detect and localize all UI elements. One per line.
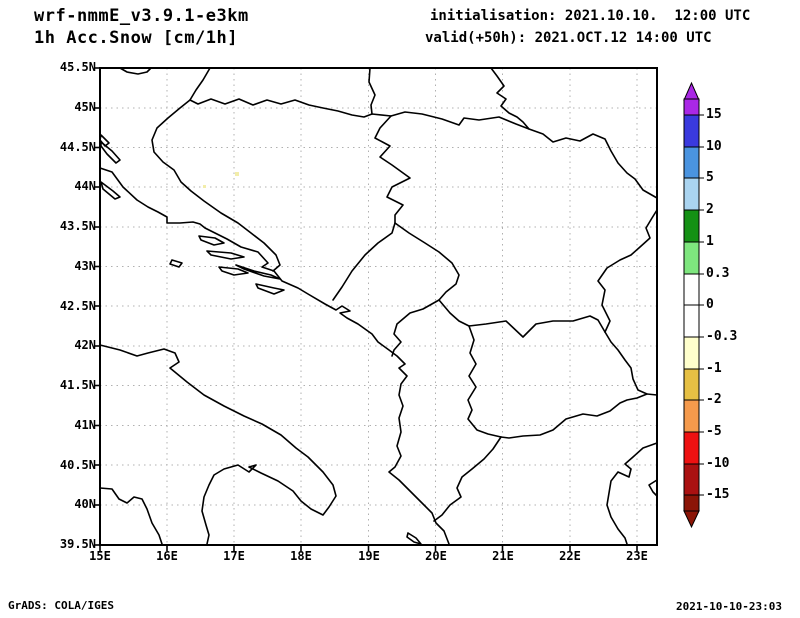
axis-ticks [94,67,638,551]
lon-tick-label: 16E [156,549,178,563]
lon-tick-label: 15E [89,549,111,563]
lat-tick-label: 41N [74,418,96,432]
island-korcula [218,266,249,276]
colorbar [683,81,704,529]
coastline-italy-adriatic [99,344,337,545]
island-mljet [255,283,285,295]
border-sava-danube [189,98,658,199]
coastline-aegean [606,442,658,545]
border-slovenia-dip [119,67,152,75]
map-outlines [99,67,658,545]
colorbar-tick-label: -10 [706,456,730,471]
border-macedonia-greece [500,393,648,439]
border-albania-east [467,325,502,438]
border-montenegro-albania [391,299,440,357]
colorbar-tick-label: 0.3 [706,266,730,281]
lat-tick-label: 39.5N [59,537,96,551]
colorbar-arrow-bottom [683,510,700,529]
colorbar-tick-label: 0 [706,297,714,312]
border-serbia-macedonia [438,299,606,338]
colorbar-arrow-top [683,81,700,101]
border-croatia-serbia [368,67,376,115]
lon-tick-label: 20E [425,549,447,563]
lon-tick-label: 17E [223,549,245,563]
lon-tick-label: 22E [559,549,581,563]
lat-tick-label: 45.5N [59,60,96,74]
lat-tick-label: 40.5N [59,458,96,472]
snow-specks [203,172,239,188]
lon-tick-label: 18E [290,549,312,563]
colorbar-ticks [699,114,704,496]
grads-credit: GrADS: COLA/IGES [8,599,114,612]
peninsula-peljesac [235,264,281,280]
lat-tick-label: 40N [74,497,96,511]
lon-tick-label: 23E [626,549,648,563]
colorbar-tick-label: 2 [706,202,714,217]
border-serbia-romania [490,67,530,130]
lon-tick-label: 21E [492,549,514,563]
creation-timestamp: 2021-10-10-23:03 [676,600,782,613]
lat-tick-label: 44.5N [59,140,96,154]
lat-tick-label: 44N [74,179,96,193]
colorbar-tick-label: 15 [706,107,722,122]
island-vis [169,259,183,268]
island-corfu [406,532,422,545]
colorbar-tick-label: 5 [706,170,714,185]
border-serbia-bulgaria [597,209,658,333]
map-frame [94,67,658,551]
lat-tick-label: 43N [74,259,96,273]
colorbar-tick-label: -5 [706,424,722,439]
colorbar-tick-label: -15 [706,487,730,502]
island-dugi-otok [100,181,121,200]
lon-tick-label: 19E [358,549,380,563]
lat-tick-label: 43.5N [59,219,96,233]
border-albania-greece [433,436,502,522]
colorbar-tick-label: 10 [706,139,722,154]
colorbar-tick-label: -2 [706,392,722,407]
island-brac [198,235,225,246]
border-bosnia-montenegro [332,222,396,301]
model-title: wrf-nmmE_v3.9.1-e3km [34,6,249,26]
lat-tick-label: 45N [74,100,96,114]
coastline-chalkidiki [648,479,658,497]
border-croatia-bosnia [151,99,281,272]
coastline-adriatic-east [99,167,450,545]
colorbar-tick-label: -0.3 [706,329,738,344]
colorbar-tick-label: -1 [706,361,722,376]
lat-tick-label: 41.5N [59,378,96,392]
border-drina [374,115,460,301]
island-hvar [206,250,245,260]
lat-tick-label: 42N [74,338,96,352]
lat-tick-label: 42.5N [59,299,96,313]
border-macedonia-bulgaria [604,331,658,396]
coastline-italy-tyrrhenian [99,487,163,545]
border-descent [189,67,211,101]
variable-title: 1h Acc.Snow [cm/1h] [34,28,238,48]
valid-time-label: valid(+50h): 2021.OCT.12 14:00 UTC [425,30,712,46]
init-time-label: initialisation: 2021.10.10. 12:00 UTC [430,8,751,24]
colorbar-tick-label: 1 [706,234,714,249]
